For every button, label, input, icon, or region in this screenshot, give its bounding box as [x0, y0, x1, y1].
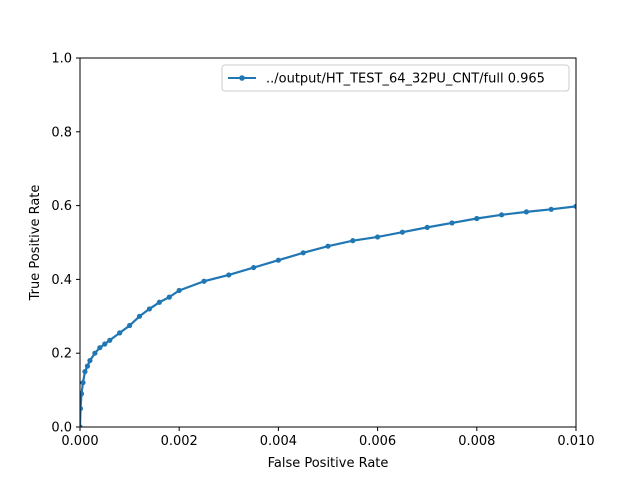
data-point — [117, 330, 123, 336]
x-tick-label: 0.010 — [557, 434, 594, 449]
data-point — [82, 369, 88, 375]
axes-frame — [79, 57, 577, 428]
data-point — [84, 363, 91, 369]
data-point — [92, 350, 98, 356]
axes: 0.000 0.002 0.004 0.006 0.008 0.010 0.0 0.2 0.4 0… — [28, 52, 595, 472]
legend-entry: ../output/HT_TEST_64_32PU_CNT/full 0.965 — [266, 72, 545, 87]
data-point — [399, 229, 405, 235]
x-tick-label: 0.000 — [61, 434, 98, 449]
y-tick-label: 0.4 — [51, 273, 72, 288]
legend-box — [221, 64, 570, 92]
x-axis-label: False Positive Rate — [268, 456, 389, 471]
data-point — [176, 287, 182, 294]
x-tick-label: 0.002 — [161, 434, 198, 449]
y-tick-label: 0.0 — [51, 421, 72, 436]
x-tick-label: 0.006 — [359, 434, 396, 449]
data-point — [107, 337, 113, 343]
data-point — [166, 294, 172, 300]
data-point — [474, 215, 480, 222]
data-point — [102, 341, 108, 347]
data-point — [127, 322, 133, 329]
data-point — [548, 206, 554, 212]
data-point — [80, 424, 83, 427]
plot-area — [80, 203, 576, 427]
data-point — [449, 220, 455, 226]
data-point — [87, 357, 93, 364]
data-point — [80, 391, 85, 397]
y-tick-label: 0.2 — [51, 347, 72, 362]
data-point — [136, 313, 143, 319]
data-point — [573, 203, 576, 209]
data-point — [275, 257, 281, 263]
data-point — [251, 264, 257, 271]
data-point — [156, 299, 162, 305]
y-tick-label: 1.0 — [51, 52, 72, 67]
data-point — [350, 238, 356, 244]
y-axis-label: True Positive Rate — [28, 185, 43, 302]
x-tick-label: 0.008 — [458, 434, 495, 449]
y-tick-label: 0.6 — [51, 199, 72, 214]
data-point — [375, 234, 381, 240]
legend: ../output/HT_TEST_64_32PU_CNT/full 0.965 — [221, 64, 570, 92]
data-point — [80, 380, 86, 386]
data-point — [201, 278, 207, 284]
data-point — [325, 243, 331, 249]
data-point — [424, 224, 430, 230]
series-0 — [80, 203, 576, 427]
data-point — [523, 209, 530, 215]
data-point — [146, 306, 153, 312]
data-point — [80, 405, 84, 412]
data-point — [499, 212, 505, 218]
data-point — [226, 272, 232, 278]
x-tick-label: 0.004 — [260, 434, 297, 449]
data-point — [300, 250, 306, 256]
legend-marker-swatch — [239, 75, 245, 81]
y-tick-label: 0.8 — [51, 125, 72, 140]
data-point — [97, 345, 103, 351]
series-line — [80, 205, 576, 427]
